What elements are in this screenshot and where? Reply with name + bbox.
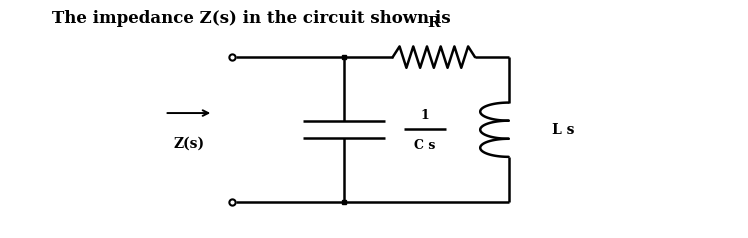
Text: R: R bbox=[428, 16, 440, 30]
Text: Z(s): Z(s) bbox=[174, 137, 204, 151]
Text: C s: C s bbox=[414, 139, 435, 152]
Text: 1: 1 bbox=[420, 109, 429, 122]
Text: L s: L s bbox=[552, 123, 574, 137]
Text: The impedance Z(s) in the circuit shown is: The impedance Z(s) in the circuit shown … bbox=[52, 10, 451, 26]
